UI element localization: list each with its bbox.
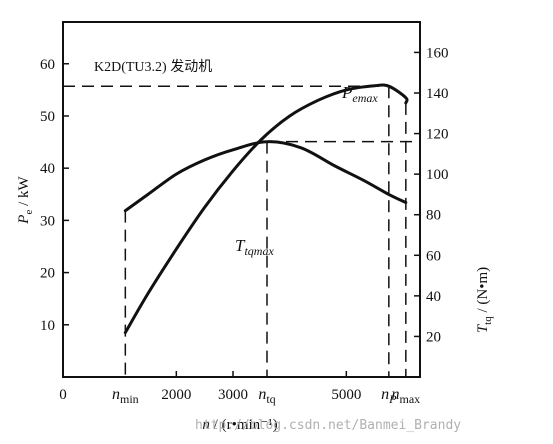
- y-right-tick-label: 60: [426, 248, 441, 264]
- y-right-tick-label: 40: [426, 289, 441, 305]
- y-right-tick-label: 160: [426, 45, 449, 61]
- plot-frame: [62, 21, 421, 378]
- y-left-tick-label: 30: [40, 213, 55, 229]
- y-right-tick-label: 120: [426, 127, 449, 143]
- y-left-tick-label: 60: [40, 57, 55, 73]
- series-line-T_tqmax: [123, 140, 408, 213]
- x-marker-label-P: nP: [381, 386, 397, 406]
- left-axis-ticks: 10 20 30 40 50 60: [40, 57, 69, 334]
- y-left-tick-label: 10: [40, 318, 55, 334]
- right-axis-ticks: 20 40 60 80 100 120 140 160: [414, 45, 449, 345]
- x-tick-label: 3000: [218, 387, 248, 403]
- x-marker-label-max: nmax: [391, 386, 420, 406]
- x-marker-label-tq: ntq: [258, 386, 275, 406]
- y-right-tick-label: 100: [426, 167, 449, 183]
- y-right-tick-label: 80: [426, 208, 441, 224]
- y-right-tick-label: 140: [426, 86, 449, 102]
- y-right-tick-label: 20: [426, 329, 441, 345]
- x-axis-label: n / (r•min⁻¹): [202, 417, 277, 433]
- x-axis-ticks: 0 2000 3000 5000: [59, 371, 361, 403]
- x-marker-label-min: nmin: [112, 386, 139, 406]
- ttqmax-annotation: Ttqmax: [235, 236, 274, 258]
- y-right-axis-label: Ttq / (N•m): [475, 267, 494, 333]
- x-tick-label: 5000: [331, 387, 361, 403]
- x-tick-label: 2000: [161, 387, 191, 403]
- chart-title: K2D(TU3.2) 发动机: [94, 59, 212, 75]
- y-left-tick-label: 20: [40, 266, 55, 282]
- curves: [123, 83, 409, 335]
- guide-lines: [63, 85, 420, 377]
- pemax-annotation: Pemax: [341, 83, 378, 105]
- y-left-tick-label: 50: [40, 109, 55, 125]
- watermark: http://blog.csdn.net/Banmei_Brandy: [195, 418, 461, 433]
- y-left-tick-label: 40: [40, 161, 55, 177]
- y-left-axis-label: Pe / kW: [16, 175, 35, 224]
- series-line-P_emax: [123, 83, 409, 335]
- x-tick-label: 0: [59, 387, 67, 403]
